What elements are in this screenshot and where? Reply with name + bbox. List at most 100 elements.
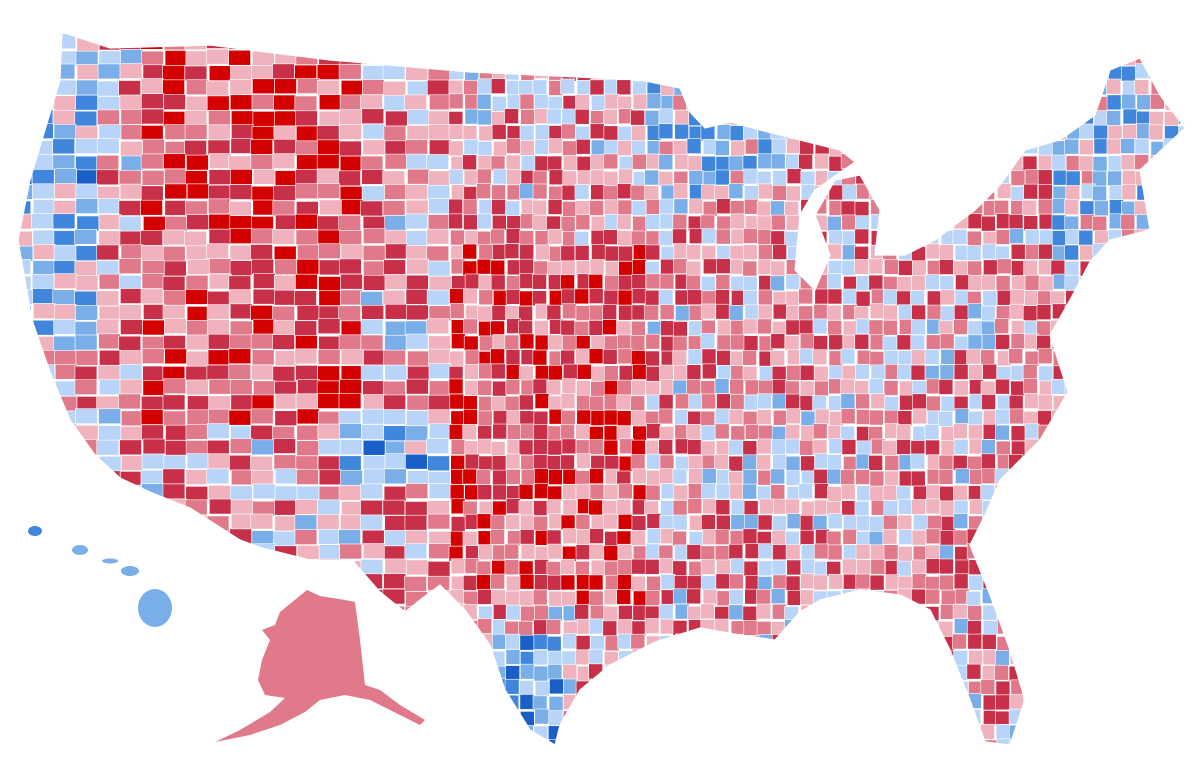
county[interactable]	[786, 724, 801, 740]
county[interactable]	[645, 333, 661, 350]
county[interactable]	[339, 155, 363, 172]
county[interactable]	[162, 559, 186, 576]
county[interactable]	[363, 349, 386, 366]
county[interactable]	[855, 393, 870, 410]
county[interactable]	[506, 275, 521, 291]
county[interactable]	[589, 79, 605, 96]
county[interactable]	[1177, 455, 1192, 472]
county[interactable]	[994, 468, 1010, 485]
county[interactable]	[121, 756, 143, 767]
county[interactable]	[590, 410, 606, 426]
county[interactable]	[120, 49, 143, 65]
county[interactable]	[756, 708, 772, 725]
county[interactable]	[952, 694, 968, 711]
county[interactable]	[758, 724, 774, 741]
county[interactable]	[251, 185, 275, 202]
county[interactable]	[871, 649, 886, 665]
county[interactable]	[771, 63, 786, 80]
county[interactable]	[1039, 229, 1054, 246]
county[interactable]	[898, 155, 913, 171]
county[interactable]	[954, 170, 969, 187]
county[interactable]	[686, 634, 702, 651]
county[interactable]	[1134, 500, 1150, 516]
county[interactable]	[251, 364, 274, 381]
county[interactable]	[939, 275, 955, 291]
county[interactable]	[618, 710, 634, 726]
county[interactable]	[1179, 303, 1193, 320]
county[interactable]	[772, 244, 787, 260]
county[interactable]	[812, 395, 827, 411]
county[interactable]	[758, 19, 773, 35]
county[interactable]	[870, 364, 886, 381]
county[interactable]	[1148, 19, 1164, 35]
county[interactable]	[1135, 634, 1151, 651]
county[interactable]	[758, 244, 773, 260]
county[interactable]	[756, 35, 772, 51]
county[interactable]	[882, 440, 897, 456]
county[interactable]	[1011, 260, 1026, 276]
county[interactable]	[490, 693, 505, 710]
county[interactable]	[1149, 738, 1164, 754]
county[interactable]	[339, 109, 362, 126]
alaska[interactable]	[215, 590, 425, 742]
county[interactable]	[575, 483, 591, 500]
county[interactable]	[404, 543, 428, 560]
county[interactable]	[827, 124, 843, 141]
county[interactable]	[770, 484, 786, 500]
county[interactable]	[884, 663, 900, 680]
county[interactable]	[660, 618, 675, 635]
county[interactable]	[164, 348, 187, 365]
county[interactable]	[97, 109, 120, 126]
county[interactable]	[800, 258, 816, 275]
county[interactable]	[120, 410, 144, 427]
county[interactable]	[996, 605, 1012, 621]
county[interactable]	[118, 304, 142, 320]
county[interactable]	[165, 440, 188, 456]
county[interactable]	[119, 739, 143, 755]
county[interactable]	[1193, 319, 1200, 334]
county[interactable]	[1150, 455, 1166, 472]
county[interactable]	[1092, 634, 1108, 650]
county[interactable]	[1022, 364, 1038, 380]
county[interactable]	[731, 65, 746, 82]
county[interactable]	[98, 214, 122, 230]
county[interactable]	[758, 183, 773, 200]
county[interactable]	[575, 439, 591, 456]
county[interactable]	[1122, 108, 1138, 125]
county[interactable]	[230, 110, 254, 127]
county[interactable]	[997, 65, 1012, 81]
county[interactable]	[799, 756, 813, 767]
county[interactable]	[1093, 138, 1109, 155]
county[interactable]	[518, 80, 534, 96]
county[interactable]	[883, 738, 899, 754]
county[interactable]	[427, 110, 451, 127]
county[interactable]	[602, 681, 618, 697]
county[interactable]	[185, 274, 209, 291]
county[interactable]	[74, 260, 98, 277]
county[interactable]	[1179, 590, 1193, 606]
county[interactable]	[295, 229, 319, 246]
county[interactable]	[1191, 364, 1200, 379]
county[interactable]	[798, 710, 813, 726]
county[interactable]	[186, 306, 210, 322]
county[interactable]	[546, 561, 562, 577]
county[interactable]	[206, 319, 230, 335]
county[interactable]	[785, 438, 800, 455]
county[interactable]	[1080, 678, 1095, 694]
county[interactable]	[1038, 365, 1054, 382]
county[interactable]	[404, 20, 428, 36]
county[interactable]	[856, 485, 872, 502]
county[interactable]	[646, 528, 662, 544]
county[interactable]	[1120, 620, 1135, 637]
county[interactable]	[996, 636, 1012, 652]
county[interactable]	[912, 79, 927, 95]
county[interactable]	[362, 723, 385, 740]
county[interactable]	[317, 754, 339, 767]
county[interactable]	[560, 78, 575, 95]
county[interactable]	[52, 558, 76, 575]
county[interactable]	[1009, 140, 1024, 157]
county[interactable]	[1120, 395, 1136, 412]
county[interactable]	[274, 515, 298, 532]
county[interactable]	[1149, 546, 1164, 562]
county[interactable]	[32, 35, 55, 52]
